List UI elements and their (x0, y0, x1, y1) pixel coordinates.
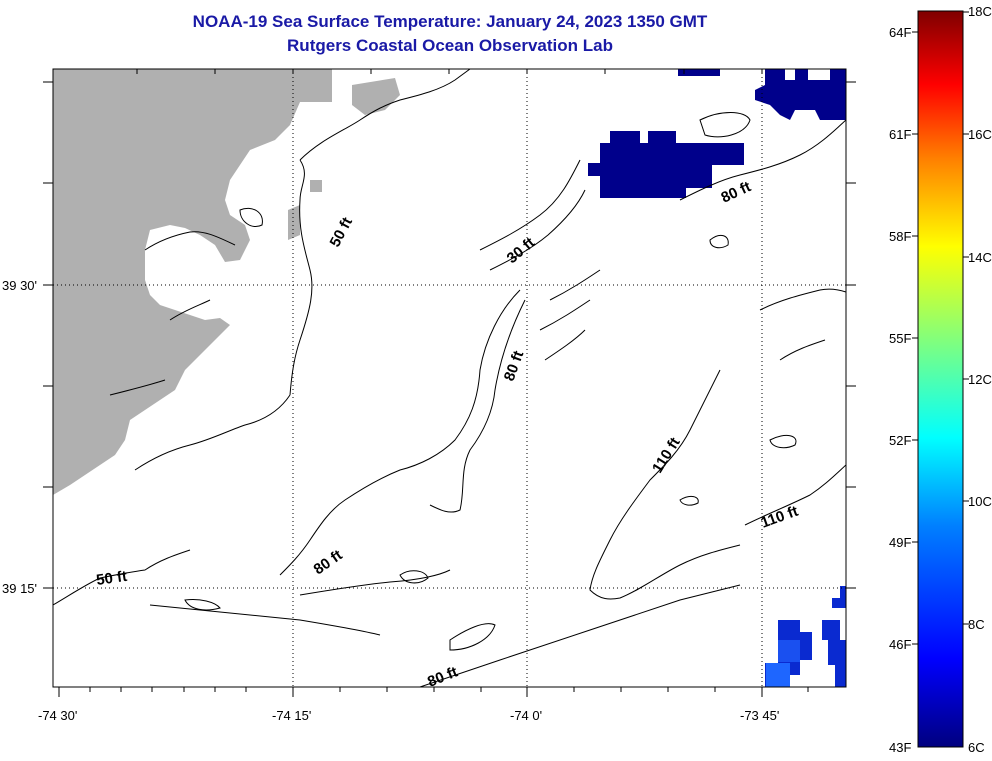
y-tick-label: 39 30' (2, 278, 37, 293)
cold-patch-southeast-light (766, 663, 790, 687)
contour-ring-5 (399, 570, 429, 584)
contour-80ft-bottom (419, 584, 741, 687)
f-label: 64F (889, 25, 911, 40)
x-tick-label: -74 0' (510, 708, 542, 723)
contour-110ft-se (744, 464, 846, 526)
colorbar-f-labels: 64F 61F 58F 55F 52F 49F 46F 43F (889, 25, 911, 755)
map-title: NOAA-19 Sea Surface Temperature: January… (192, 12, 708, 31)
contour-ring-2 (709, 234, 729, 249)
cold-patch-pixel-2 (840, 586, 846, 598)
depth-contours (53, 69, 846, 687)
cold-patch-edge (822, 620, 846, 687)
contour-30ft (479, 159, 586, 271)
contour-50ft-south (53, 549, 191, 606)
contour-80ft-south (149, 569, 451, 636)
x-tick-label: -74 15' (272, 708, 311, 723)
contour-50ft-mid (134, 394, 291, 471)
cold-patch-offshore (588, 131, 744, 198)
c-label: 16C (968, 127, 992, 142)
map-subtitle: Rutgers Coastal Ocean Observation Lab (287, 36, 613, 55)
contour-50ft-north (289, 69, 471, 396)
contour-80ft-ne (679, 119, 846, 201)
contour-label: 50 ft (95, 568, 128, 589)
contour-ring-3 (769, 434, 797, 449)
land-island-3 (288, 205, 300, 240)
colorbar-c-labels: 18C 16C 14C 12C 10C 8C 6C (968, 4, 992, 755)
land-island-1 (352, 78, 400, 115)
contour-ring-8 (449, 623, 496, 651)
c-label: 8C (968, 617, 985, 632)
f-label: 43F (889, 740, 911, 755)
cold-patch-northeast (678, 69, 846, 120)
f-label: 58F (889, 229, 911, 244)
f-label: 52F (889, 433, 911, 448)
f-label: 61F (889, 127, 911, 142)
contour-east (759, 288, 846, 361)
colorbar-ticks (912, 11, 969, 645)
contour-ring-7 (239, 207, 263, 227)
f-label: 49F (889, 535, 911, 550)
land-island-2 (90, 330, 140, 390)
x-tick-label: -74 30' (38, 708, 77, 723)
contour-mid-squiggle (539, 269, 601, 361)
c-label: 14C (968, 250, 992, 265)
contour-ring-1 (699, 112, 751, 138)
contour-ring-6 (184, 599, 221, 611)
land-mass (53, 69, 332, 495)
f-label: 46F (889, 637, 911, 652)
contour-80ft-channel-b (429, 299, 526, 513)
c-label: 18C (968, 4, 992, 19)
c-label: 6C (968, 740, 985, 755)
x-tick-label: -73 45' (740, 708, 779, 723)
land-pixel (310, 180, 322, 192)
c-label: 10C (968, 494, 992, 509)
grid-lines (53, 69, 846, 687)
f-label: 55F (889, 331, 911, 346)
contour-80ft-channel (279, 289, 521, 576)
contour-ring-4 (679, 495, 699, 506)
cold-patch-pixel (832, 598, 846, 608)
colorbar (917, 10, 964, 748)
tick-marks (43, 69, 856, 697)
cold-patch-southeast-inner (778, 640, 800, 662)
c-label: 12C (968, 372, 992, 387)
contour-coast-line (109, 231, 236, 396)
y-tick-label: 39 15' (2, 581, 37, 596)
contour-110ft (589, 369, 741, 600)
